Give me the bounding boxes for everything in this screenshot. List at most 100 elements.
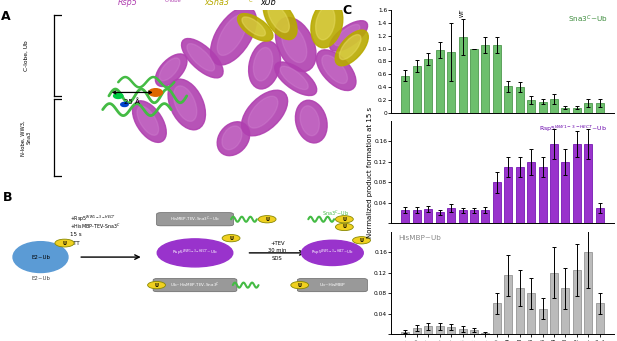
Bar	[539, 102, 547, 113]
Ellipse shape	[241, 90, 288, 136]
Text: Sna3$^C$~Ub: Sna3$^C$~Ub	[322, 209, 349, 218]
Bar	[516, 167, 524, 223]
Text: U: U	[342, 224, 346, 229]
Bar	[539, 167, 547, 223]
Ellipse shape	[275, 62, 317, 95]
Bar	[402, 76, 410, 113]
Bar	[413, 328, 421, 334]
Text: +Rsp5$^{WW1-3-HECT}$: +Rsp5$^{WW1-3-HECT}$	[70, 214, 115, 224]
Ellipse shape	[187, 44, 215, 71]
Bar	[470, 210, 478, 223]
Bar	[436, 212, 444, 223]
Ellipse shape	[242, 17, 265, 36]
Ellipse shape	[13, 242, 68, 272]
Text: E2~Ub: E2~Ub	[31, 255, 50, 260]
Bar	[413, 66, 421, 113]
Ellipse shape	[334, 25, 360, 46]
Text: E2~Ub: E2~Ub	[31, 276, 50, 281]
Text: U: U	[265, 217, 269, 222]
Bar	[584, 144, 592, 223]
Bar	[504, 275, 512, 334]
Bar	[424, 59, 433, 113]
Text: N-lobe, WW3,
Sna3: N-lobe, WW3, Sna3	[20, 120, 31, 156]
Text: Rsp5$^{WW1-3-HECT}$~Ub: Rsp5$^{WW1-3-HECT}$~Ub	[539, 124, 607, 134]
Circle shape	[258, 216, 276, 223]
Text: +TEV: +TEV	[270, 240, 284, 246]
Ellipse shape	[280, 66, 308, 90]
FancyBboxPatch shape	[297, 279, 367, 292]
Bar	[561, 108, 569, 113]
Bar	[584, 252, 592, 334]
Bar	[596, 208, 604, 223]
Bar	[584, 103, 592, 113]
Ellipse shape	[311, 0, 343, 48]
Ellipse shape	[300, 106, 320, 136]
Text: DTT: DTT	[70, 240, 80, 246]
Circle shape	[121, 102, 128, 106]
Text: U: U	[229, 236, 233, 241]
Text: Ub~HisMBP: Ub~HisMBP	[320, 283, 345, 287]
Ellipse shape	[217, 15, 247, 55]
Bar	[573, 144, 581, 223]
Ellipse shape	[263, 0, 297, 40]
Circle shape	[147, 281, 165, 289]
Ellipse shape	[155, 54, 187, 87]
Circle shape	[336, 223, 354, 231]
Ellipse shape	[316, 6, 335, 40]
Bar	[527, 162, 535, 223]
Text: U: U	[342, 217, 346, 222]
Ellipse shape	[238, 14, 273, 41]
Ellipse shape	[268, 3, 289, 32]
Bar	[458, 329, 466, 334]
Bar	[481, 45, 489, 113]
Y-axis label: Normalized product formation at 15 s: Normalized product formation at 15 s	[366, 107, 373, 238]
Ellipse shape	[249, 41, 281, 89]
Text: C-lobe: C-lobe	[165, 0, 181, 3]
Text: Rsp5$^{WW1-3-HECT}$~Ub: Rsp5$^{WW1-3-HECT}$~Ub	[172, 248, 218, 258]
Bar	[413, 210, 421, 223]
Ellipse shape	[335, 30, 368, 66]
Bar	[424, 209, 433, 223]
Circle shape	[55, 239, 74, 247]
Text: 15 s: 15 s	[70, 232, 81, 237]
Text: HisMBP-TEV-Sna3$^C$~Ub: HisMBP-TEV-Sna3$^C$~Ub	[170, 214, 220, 224]
Text: U: U	[360, 238, 363, 243]
Ellipse shape	[302, 240, 363, 266]
Bar	[596, 103, 604, 113]
Bar	[402, 210, 410, 223]
Bar	[436, 50, 444, 113]
Bar	[527, 100, 535, 113]
Ellipse shape	[329, 21, 368, 51]
Text: U: U	[62, 240, 67, 246]
FancyBboxPatch shape	[157, 213, 233, 226]
Text: Rsp5: Rsp5	[118, 0, 138, 7]
Bar	[573, 108, 581, 113]
Bar	[504, 87, 512, 113]
Text: A: A	[1, 10, 10, 23]
Ellipse shape	[137, 106, 159, 135]
Text: xSna3: xSna3	[204, 0, 229, 7]
Bar	[561, 288, 569, 334]
Text: U: U	[154, 283, 159, 287]
Text: C: C	[342, 4, 352, 17]
Circle shape	[114, 93, 123, 99]
Bar	[447, 208, 455, 223]
Text: SDS: SDS	[272, 256, 283, 261]
Ellipse shape	[181, 39, 223, 78]
Text: 25 Å: 25 Å	[125, 98, 140, 105]
Text: C-lobe, Ub: C-lobe, Ub	[23, 40, 28, 71]
Ellipse shape	[173, 86, 197, 121]
Bar	[436, 326, 444, 334]
Bar	[447, 327, 455, 334]
Text: Rsp5$^{WW1-3-HECT}$~Ub: Rsp5$^{WW1-3-HECT}$~Ub	[311, 248, 354, 258]
Bar	[481, 210, 489, 223]
Ellipse shape	[339, 34, 361, 60]
Circle shape	[149, 89, 162, 96]
Bar	[596, 303, 604, 334]
Bar	[539, 309, 547, 334]
Bar	[481, 332, 489, 334]
Ellipse shape	[322, 55, 347, 84]
Bar	[424, 326, 433, 334]
Text: WT: WT	[460, 9, 465, 17]
Text: B: B	[2, 191, 12, 204]
